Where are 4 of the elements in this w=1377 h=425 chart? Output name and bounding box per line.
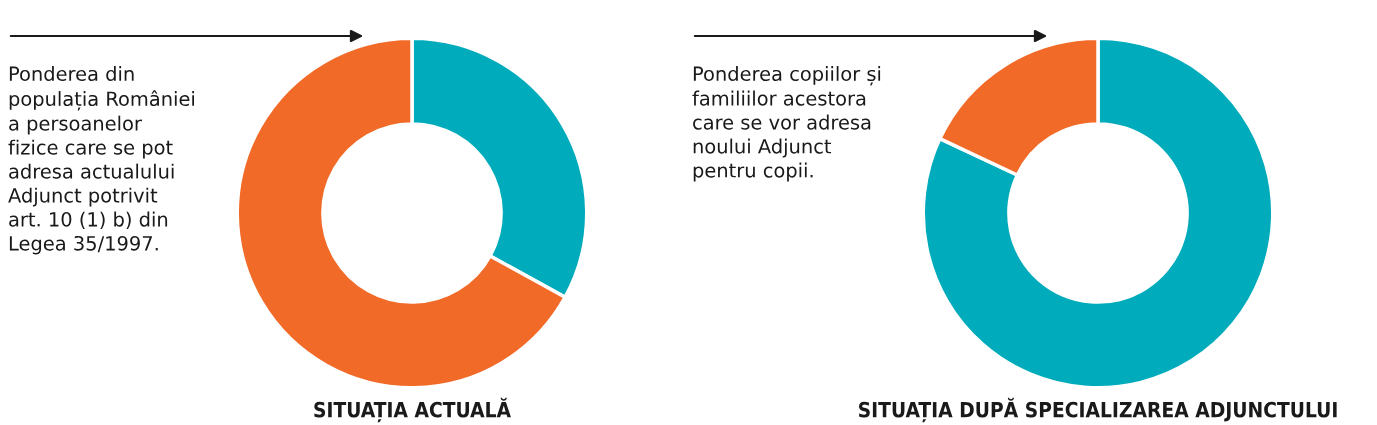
text: SITUAȚIA ACTUALĂ [314, 397, 511, 423]
text: SITUAȚIA DUPĂ SPECIALIZAREA ADJUNCTULUI [859, 397, 1337, 423]
text: Ponderea din populația României a persoanelor fizice care se pot adresa actualului Adjunct potrivit art. 10 (1) b) din Legea 35/1997. [8, 66, 194, 255]
text: Ponderea copiilor și familiilor acestora care se vor adresa noului Adjunct pentru copii. [692, 66, 881, 182]
